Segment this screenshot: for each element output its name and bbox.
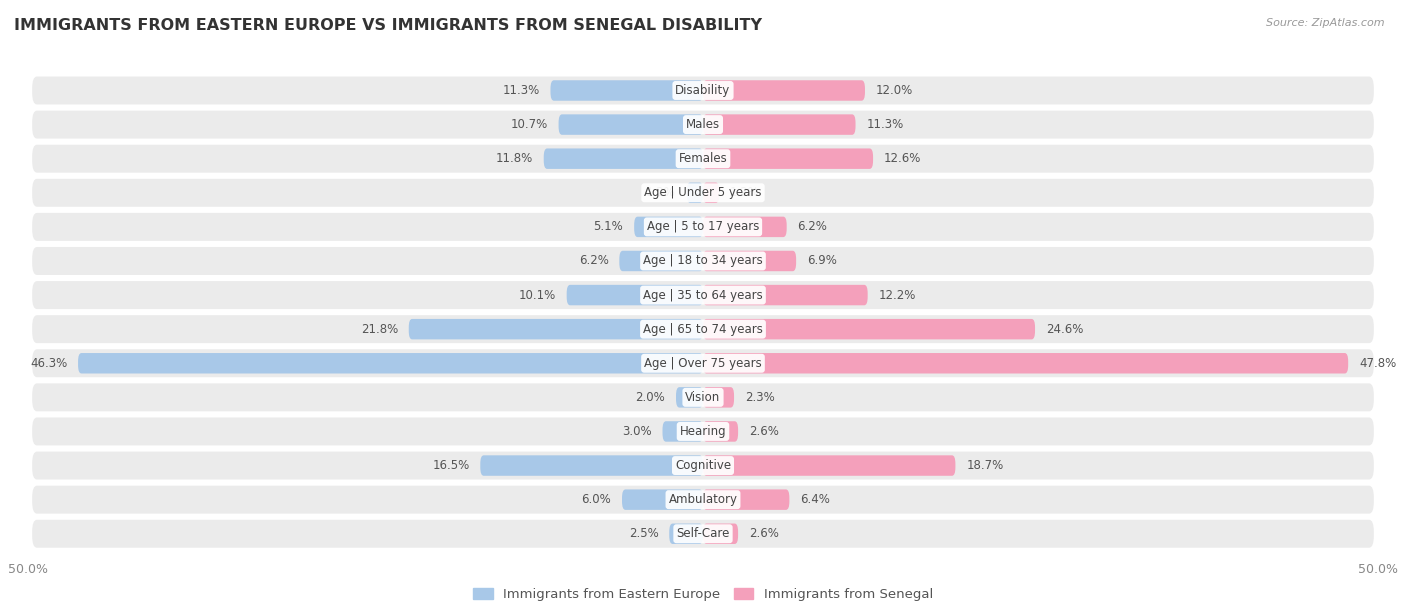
Text: Ambulatory: Ambulatory <box>668 493 738 506</box>
Text: 18.7%: 18.7% <box>966 459 1004 472</box>
Text: Hearing: Hearing <box>679 425 727 438</box>
FancyBboxPatch shape <box>32 213 1374 241</box>
Text: Age | 5 to 17 years: Age | 5 to 17 years <box>647 220 759 233</box>
FancyBboxPatch shape <box>32 281 1374 309</box>
Text: 6.4%: 6.4% <box>800 493 830 506</box>
Text: 16.5%: 16.5% <box>432 459 470 472</box>
FancyBboxPatch shape <box>619 251 703 271</box>
Text: Source: ZipAtlas.com: Source: ZipAtlas.com <box>1267 18 1385 28</box>
Text: Males: Males <box>686 118 720 131</box>
FancyBboxPatch shape <box>409 319 703 340</box>
Text: 2.0%: 2.0% <box>636 391 665 404</box>
FancyBboxPatch shape <box>621 490 703 510</box>
Text: 6.9%: 6.9% <box>807 255 837 267</box>
Text: 6.0%: 6.0% <box>582 493 612 506</box>
Text: 6.2%: 6.2% <box>579 255 609 267</box>
Text: Cognitive: Cognitive <box>675 459 731 472</box>
Text: 1.2%: 1.2% <box>730 186 759 200</box>
Text: Age | Over 75 years: Age | Over 75 years <box>644 357 762 370</box>
Text: 11.3%: 11.3% <box>502 84 540 97</box>
FancyBboxPatch shape <box>634 217 703 237</box>
Text: Vision: Vision <box>685 391 721 404</box>
FancyBboxPatch shape <box>703 455 956 476</box>
Text: 5.1%: 5.1% <box>593 220 623 233</box>
FancyBboxPatch shape <box>32 349 1374 377</box>
FancyBboxPatch shape <box>32 486 1374 513</box>
FancyBboxPatch shape <box>703 490 789 510</box>
Text: 11.3%: 11.3% <box>866 118 904 131</box>
Text: 3.0%: 3.0% <box>621 425 652 438</box>
FancyBboxPatch shape <box>662 421 703 442</box>
FancyBboxPatch shape <box>703 114 855 135</box>
Text: Age | 65 to 74 years: Age | 65 to 74 years <box>643 323 763 335</box>
FancyBboxPatch shape <box>558 114 703 135</box>
Text: Age | 35 to 64 years: Age | 35 to 64 years <box>643 289 763 302</box>
FancyBboxPatch shape <box>551 80 703 101</box>
Text: 12.2%: 12.2% <box>879 289 915 302</box>
FancyBboxPatch shape <box>567 285 703 305</box>
FancyBboxPatch shape <box>703 251 796 271</box>
FancyBboxPatch shape <box>676 387 703 408</box>
Text: 47.8%: 47.8% <box>1360 357 1396 370</box>
Text: Females: Females <box>679 152 727 165</box>
FancyBboxPatch shape <box>32 315 1374 343</box>
Text: 10.7%: 10.7% <box>510 118 548 131</box>
FancyBboxPatch shape <box>703 149 873 169</box>
Text: 11.8%: 11.8% <box>496 152 533 165</box>
FancyBboxPatch shape <box>544 149 703 169</box>
FancyBboxPatch shape <box>686 182 703 203</box>
FancyBboxPatch shape <box>32 383 1374 411</box>
FancyBboxPatch shape <box>703 387 734 408</box>
Text: 46.3%: 46.3% <box>30 357 67 370</box>
Text: Self-Care: Self-Care <box>676 528 730 540</box>
FancyBboxPatch shape <box>703 319 1035 340</box>
FancyBboxPatch shape <box>32 76 1374 105</box>
Text: Disability: Disability <box>675 84 731 97</box>
Text: 2.5%: 2.5% <box>628 528 658 540</box>
FancyBboxPatch shape <box>703 80 865 101</box>
Text: 24.6%: 24.6% <box>1046 323 1083 335</box>
FancyBboxPatch shape <box>32 417 1374 446</box>
Text: Age | Under 5 years: Age | Under 5 years <box>644 186 762 200</box>
FancyBboxPatch shape <box>703 523 738 544</box>
Legend: Immigrants from Eastern Europe, Immigrants from Senegal: Immigrants from Eastern Europe, Immigran… <box>468 582 938 606</box>
FancyBboxPatch shape <box>32 520 1374 548</box>
Text: IMMIGRANTS FROM EASTERN EUROPE VS IMMIGRANTS FROM SENEGAL DISABILITY: IMMIGRANTS FROM EASTERN EUROPE VS IMMIGR… <box>14 18 762 34</box>
Text: 2.6%: 2.6% <box>749 528 779 540</box>
FancyBboxPatch shape <box>703 421 738 442</box>
FancyBboxPatch shape <box>32 111 1374 138</box>
Text: 10.1%: 10.1% <box>519 289 555 302</box>
FancyBboxPatch shape <box>669 523 703 544</box>
FancyBboxPatch shape <box>703 217 787 237</box>
FancyBboxPatch shape <box>32 247 1374 275</box>
FancyBboxPatch shape <box>32 452 1374 480</box>
FancyBboxPatch shape <box>703 182 720 203</box>
Text: 1.2%: 1.2% <box>647 186 676 200</box>
FancyBboxPatch shape <box>32 144 1374 173</box>
Text: 12.6%: 12.6% <box>884 152 921 165</box>
FancyBboxPatch shape <box>32 179 1374 207</box>
Text: 21.8%: 21.8% <box>361 323 398 335</box>
Text: 2.6%: 2.6% <box>749 425 779 438</box>
Text: 6.2%: 6.2% <box>797 220 827 233</box>
Text: 12.0%: 12.0% <box>876 84 912 97</box>
FancyBboxPatch shape <box>703 285 868 305</box>
FancyBboxPatch shape <box>79 353 703 373</box>
Text: Age | 18 to 34 years: Age | 18 to 34 years <box>643 255 763 267</box>
Text: 2.3%: 2.3% <box>745 391 775 404</box>
FancyBboxPatch shape <box>481 455 703 476</box>
FancyBboxPatch shape <box>703 353 1348 373</box>
